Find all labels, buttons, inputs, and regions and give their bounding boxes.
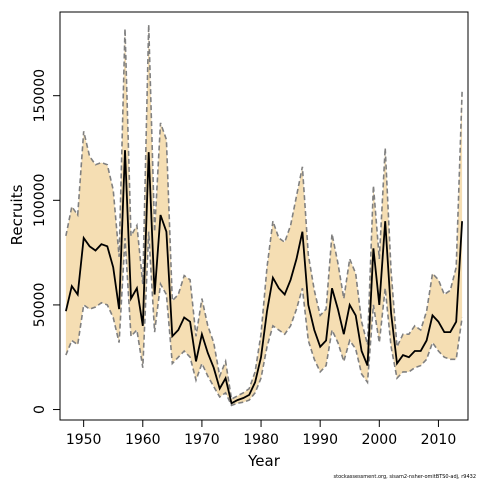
credit-text: stockassessment.org, sisam2-nsher-omitBT… [334, 474, 476, 480]
x-tick-label: 2000 [361, 432, 397, 448]
y-tick-label: 0 [32, 405, 48, 414]
x-tick-label: 1960 [125, 432, 161, 448]
y-axis: 0 50000 100000 150000 [32, 69, 61, 414]
x-axis-title: Year [247, 452, 281, 470]
confidence-band-layer [65, 24, 463, 406]
y-tick-label: 150000 [32, 69, 48, 122]
confidence-band [65, 24, 463, 406]
x-tick-label: 1980 [243, 432, 279, 448]
x-axis: 1950 1960 1970 1980 1990 2000 2010 [66, 419, 457, 448]
upper-bound-line [65, 24, 463, 401]
x-tick-label: 1970 [184, 432, 220, 448]
x-tick-label: 2010 [421, 432, 457, 448]
y-axis-title: Recruits [8, 184, 26, 245]
x-tick-label: 1990 [302, 432, 338, 448]
lower-bound-line [65, 231, 463, 407]
x-tick-label: 1950 [66, 432, 102, 448]
series-line-layer [65, 24, 463, 407]
recruits-estimate-line [65, 150, 463, 405]
y-tick-label: 100000 [32, 174, 48, 227]
y-tick-label: 50000 [32, 283, 48, 328]
